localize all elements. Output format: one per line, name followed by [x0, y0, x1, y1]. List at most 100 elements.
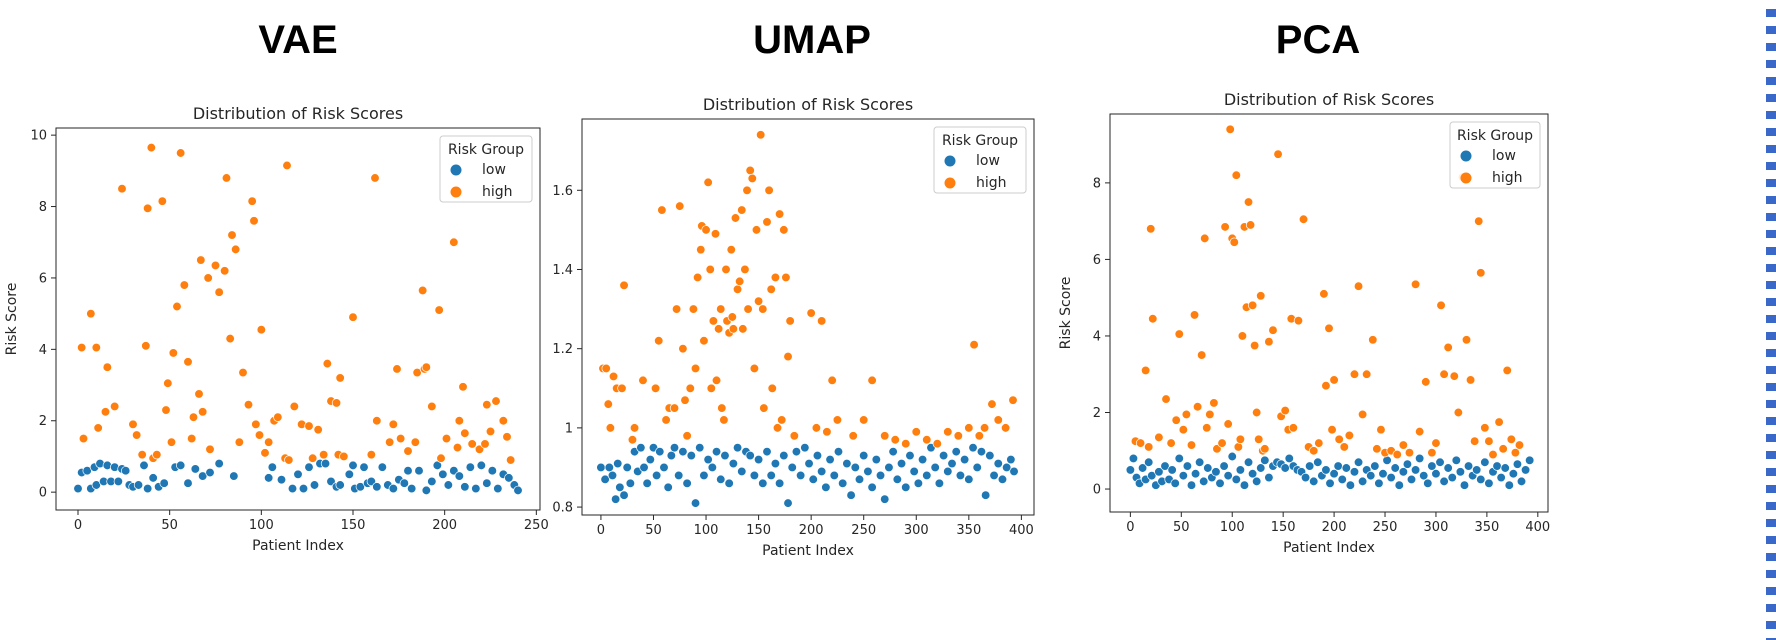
point-low: [1144, 457, 1154, 467]
point-high: [498, 416, 508, 426]
point-high: [1161, 394, 1171, 404]
point-low: [1284, 453, 1294, 464]
point-high: [969, 340, 979, 350]
point-low: [838, 478, 848, 488]
point-low: [1002, 462, 1012, 473]
x-tick-label: 350: [956, 523, 981, 538]
point-high: [214, 287, 224, 297]
point-high: [710, 229, 721, 239]
point-low: [909, 466, 919, 477]
x-tick-label: 0: [74, 518, 82, 533]
point-high: [410, 437, 420, 447]
point-low: [309, 480, 320, 490]
point-low: [1443, 463, 1453, 473]
y-tick-label: 0.8: [552, 501, 573, 516]
point-low: [854, 474, 865, 485]
point-high: [1141, 365, 1151, 376]
point-low: [669, 443, 680, 453]
point-low: [148, 473, 158, 483]
point-high: [203, 273, 213, 283]
point-high: [183, 357, 193, 367]
point-high: [1181, 409, 1192, 420]
point-high: [454, 416, 464, 426]
point-low: [1194, 457, 1205, 467]
point-high: [273, 412, 283, 422]
point-high: [502, 432, 512, 442]
point-high: [1202, 423, 1212, 433]
point-low: [787, 462, 797, 473]
legend-label-low: low: [482, 162, 506, 178]
point-high: [603, 399, 613, 409]
point-high: [701, 225, 711, 235]
point-low: [753, 454, 764, 465]
point-high: [1235, 434, 1246, 444]
legend-title: Risk Group: [448, 142, 524, 158]
point-high: [102, 362, 112, 372]
point-high: [1431, 438, 1441, 448]
point-high: [682, 431, 692, 441]
point-low: [993, 458, 1003, 469]
point-low: [1125, 465, 1136, 475]
point-low: [833, 446, 844, 457]
point-low: [639, 462, 649, 473]
point-high: [711, 375, 722, 386]
point-high: [256, 325, 266, 335]
x-tick-label: 0: [1126, 520, 1134, 535]
point-high: [1506, 434, 1516, 444]
point-low: [716, 474, 726, 485]
point-high: [735, 276, 745, 287]
point-high: [264, 437, 274, 447]
point-high: [78, 433, 89, 444]
point-high: [421, 362, 431, 372]
point-high: [482, 400, 492, 410]
point-high: [77, 342, 87, 353]
point-low: [1512, 459, 1523, 469]
point-low: [1341, 463, 1351, 473]
point-low: [867, 482, 877, 492]
x-tick-label: 250: [851, 523, 876, 538]
point-high: [987, 399, 997, 409]
point-high: [661, 415, 671, 425]
point-low: [607, 470, 618, 481]
point-high: [692, 272, 703, 283]
point-high: [249, 216, 259, 226]
point-high: [260, 448, 270, 458]
point-high: [779, 225, 789, 235]
point-low: [724, 478, 734, 488]
point-high: [1368, 335, 1378, 345]
point-low: [622, 462, 632, 473]
point-high: [1421, 377, 1431, 387]
point-low: [214, 458, 224, 469]
point-high: [617, 383, 627, 393]
point-high: [785, 316, 795, 326]
point-low: [320, 458, 331, 469]
point-high: [911, 427, 921, 437]
point-high: [654, 336, 664, 346]
point-low: [695, 443, 705, 453]
point-high: [1339, 442, 1349, 452]
point-low: [1419, 470, 1429, 481]
point-low: [682, 478, 692, 488]
point-high: [132, 430, 142, 440]
point-low: [1382, 455, 1392, 465]
point-high: [366, 450, 376, 460]
point-high: [110, 401, 120, 412]
point-high: [721, 264, 731, 275]
point-low: [728, 458, 739, 469]
point-low: [1170, 478, 1180, 488]
point-low: [133, 480, 144, 490]
point-high: [774, 209, 785, 219]
point-high: [706, 383, 716, 393]
point-high: [848, 431, 858, 441]
point-high: [434, 305, 444, 315]
point-low: [513, 485, 523, 496]
point-high: [418, 285, 428, 296]
x-tick-label: 0: [597, 523, 605, 538]
y-axis-label: Risk Score: [1058, 277, 1074, 350]
legend-title: Risk Group: [1457, 128, 1533, 144]
point-low: [645, 454, 655, 465]
point-low: [1186, 480, 1197, 490]
point-high: [758, 304, 768, 314]
point-high: [770, 272, 781, 283]
point-low: [1137, 463, 1148, 473]
